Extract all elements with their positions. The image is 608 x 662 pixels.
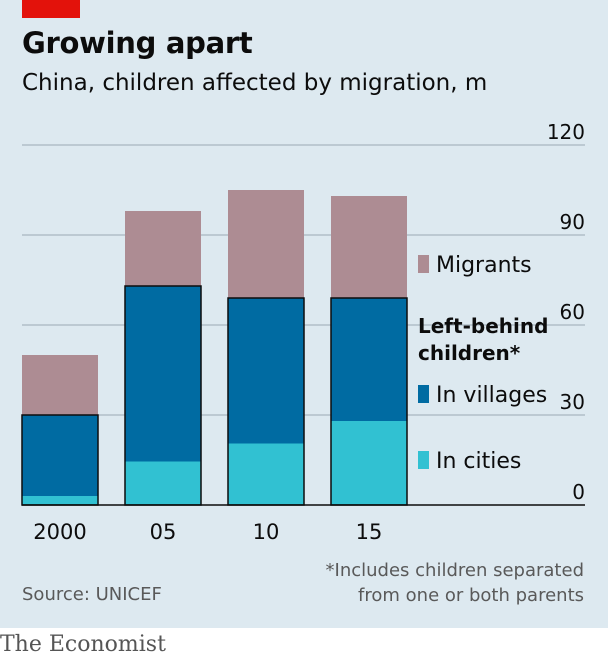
bar-segment-migrants (228, 190, 304, 298)
legend-migrants-swatch (418, 255, 429, 273)
footnote: *Includes children separated from one or… (326, 558, 584, 608)
y-tick-label: 120 (547, 120, 585, 144)
legend-in-villages-label: In villages (436, 383, 547, 408)
chart-title: Growing apart (22, 26, 253, 60)
x-tick-label: 05 (150, 520, 177, 544)
bar-segment-in-villages (125, 286, 201, 462)
y-tick-label: 30 (560, 390, 585, 414)
footnote-line-1: *Includes children separated (325, 560, 584, 581)
footnote-line-2: from one or both parents (358, 585, 584, 606)
brand-red-tab (22, 0, 80, 18)
economist-brand: The Economist (0, 632, 166, 657)
bar-segment-in-villages (228, 298, 304, 444)
chart-subtitle: China, children affected by migration, m (22, 70, 488, 96)
legend-in-cities-label: In cities (436, 449, 521, 474)
bar-segment-in-cities (22, 496, 98, 505)
x-tick-label: 2000 (33, 520, 86, 544)
legend-left-behind-label: Left-behind (418, 314, 548, 338)
x-tick-label: 15 (356, 520, 383, 544)
bar-segment-in-villages (331, 298, 407, 421)
bar-segment-in-cities (228, 443, 304, 505)
y-tick-label: 60 (560, 300, 585, 324)
legend-in-cities-swatch (418, 451, 429, 469)
x-tick-label: 10 (253, 520, 280, 544)
y-tick-label: 90 (560, 210, 585, 234)
y-tick-label: 0 (572, 480, 585, 504)
bar-segment-migrants (125, 211, 201, 286)
bar-segment-migrants (331, 196, 407, 298)
legend-migrants-label: Migrants (436, 253, 532, 278)
chart-card: Growing apart China, children affected b… (0, 0, 608, 628)
bar-segment-in-cities (125, 461, 201, 505)
source-note: Source: UNICEF (22, 584, 162, 605)
bar-segment-in-villages (22, 415, 98, 496)
bar-segment-in-cities (331, 421, 407, 505)
stacked-bar-chart: 0 30 60 90 120 2000 05 10 15 Migrants Left-behind c… (21, 120, 585, 544)
legend-left-behind-label: children* (418, 341, 521, 365)
legend-in-villages-swatch (418, 385, 429, 403)
bar-segment-migrants (22, 355, 98, 415)
